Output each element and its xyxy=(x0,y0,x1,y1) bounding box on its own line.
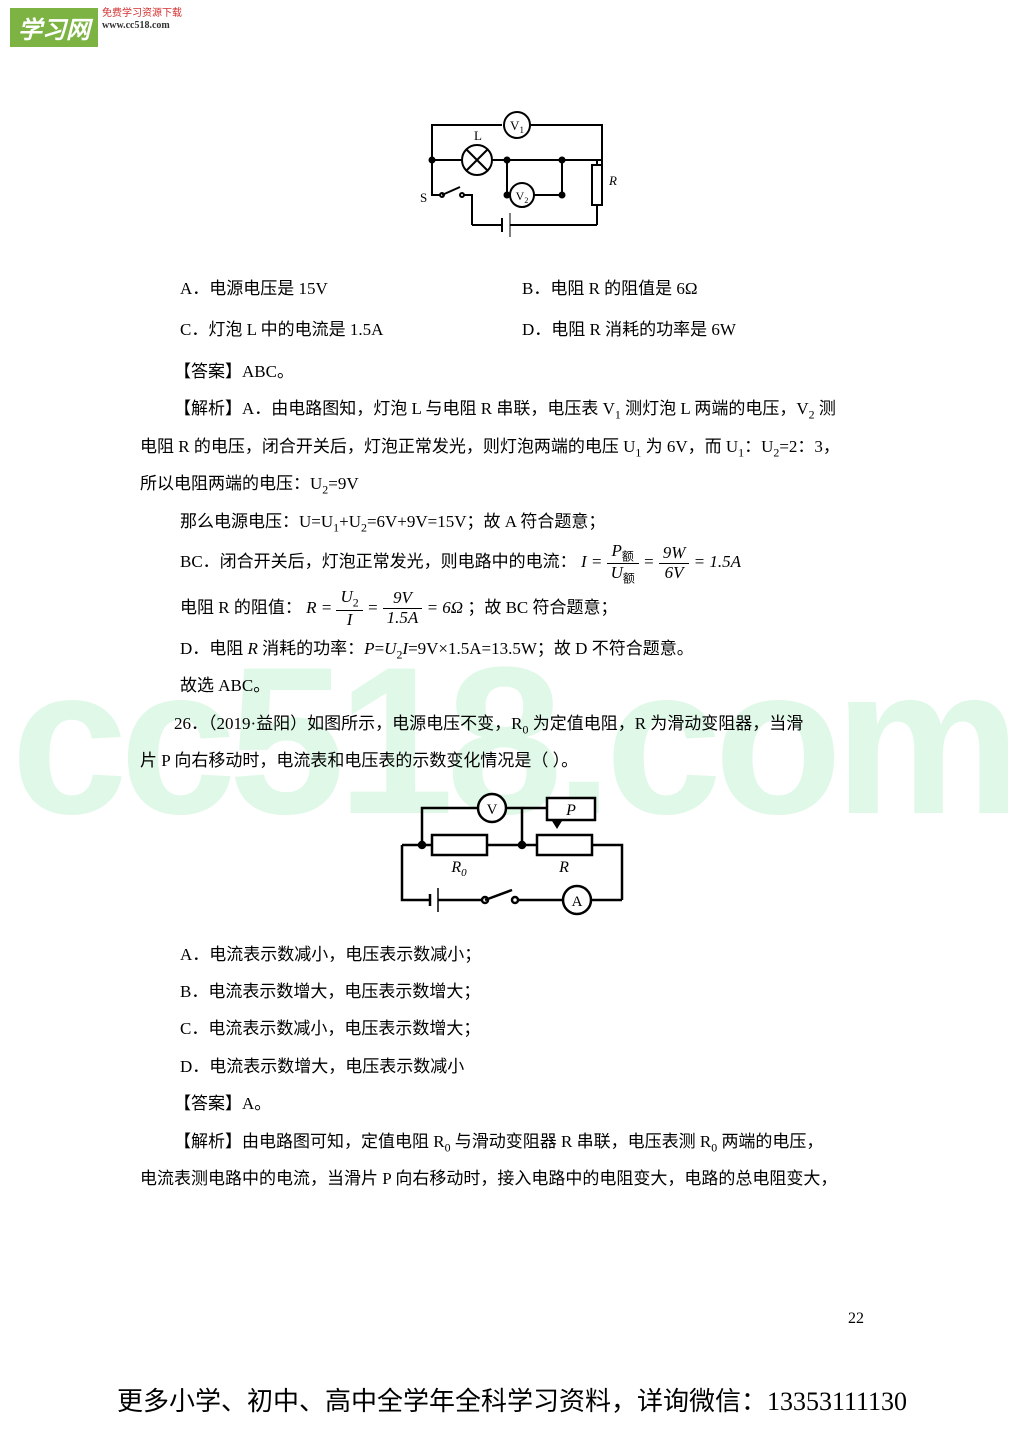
text: 6V xyxy=(659,564,690,583)
svg-text:L: L xyxy=(474,128,482,143)
q25-options-row1: A．电源电压是 15V B．电阻 R 的阻值是 6Ω xyxy=(180,270,884,307)
q25-option-d: D．电阻 R 消耗的功率是 6W xyxy=(522,311,736,348)
q25-explanation-2: 电阻 R 的电压，闭合开关后，灯泡正常发光，则灯泡两端的电压 U1 为 6V，而… xyxy=(140,428,884,466)
svg-text:P: P xyxy=(565,802,576,819)
page-number: 22 xyxy=(848,1310,864,1328)
text: = 1.5A xyxy=(694,552,741,571)
text: 电阻 R 的阻值： xyxy=(180,598,302,617)
q25-option-b: B．电阻 R 的阻值是 6Ω xyxy=(522,270,698,307)
text: 9W xyxy=(659,544,690,564)
q26-option-a: A．电流表示数减小，电压表示数减小； xyxy=(180,936,884,973)
q25-option-c: C．灯泡 L 中的电流是 1.5A xyxy=(180,311,522,348)
text: =2：3， xyxy=(779,437,840,456)
svg-text:R: R xyxy=(608,173,617,188)
text: ：U xyxy=(744,437,773,456)
site-logo: 学习网 免费学习资源下载 www.cc518.com xyxy=(10,8,182,47)
q25-option-a: A．电源电压是 15V xyxy=(180,270,522,307)
svg-text:S: S xyxy=(420,190,427,205)
q25-explanation-1: 【解析】A．由电路图知，灯泡 L 与电阻 R 串联，电压表 V1 测灯泡 L 两… xyxy=(140,390,884,428)
q26-stem-1: 26．（2019·益阳）如图所示，电源电压不变，R0 为定值电阻，R 为滑动变阻… xyxy=(140,705,884,743)
q26-option-d: D．电流表示数增大，电压表示数减小 xyxy=(180,1048,884,1085)
text: 【解析】A．由电路图知，灯泡 L 与电阻 R 串联，电压表 V xyxy=(174,399,615,418)
q26-option-c: C．电流表示数减小，电压表示数增大； xyxy=(180,1010,884,1047)
q25-explanation-r: 电阻 R 的阻值： R = U2I = 9V1.5A = 6Ω ；故 BC 符合… xyxy=(180,586,884,630)
q26-option-b: B．电流表示数增大，电压表示数增大； xyxy=(180,973,884,1010)
logo-tagline: 免费学习资源下载 xyxy=(102,8,182,20)
text: 1.5A xyxy=(383,609,423,628)
text: = 6Ω xyxy=(427,598,464,617)
page-content: V1 L V2 R S A．电源电压是 15V B．电阻 R 的阻值是 6Ω C… xyxy=(140,100,884,1198)
circuit-diagram-2: V P R0 R A xyxy=(382,790,642,920)
text: 那么电源电压：U=U xyxy=(180,512,333,531)
text: 9V xyxy=(383,589,423,609)
logo-main-text: 学习网 xyxy=(10,8,98,47)
text: =9V xyxy=(328,474,358,493)
text: 所以电阻两端的电压：U xyxy=(140,474,322,493)
text: 为 6V，而 U xyxy=(641,437,738,456)
text: I = xyxy=(581,552,602,571)
q26-answer: 【答案】A。 xyxy=(140,1085,884,1122)
text: 为定值电阻，R 为滑动变阻器，当滑 xyxy=(528,714,803,733)
q25-explanation-3: 所以电阻两端的电压：U2=9V xyxy=(140,465,884,503)
text: 与滑动变阻器 R 串联，电压表测 R xyxy=(451,1132,712,1151)
text: 【解析】由电路图可知，定值电阻 R xyxy=(174,1132,445,1151)
text: 测灯泡 L 两端的电压，V xyxy=(621,399,809,418)
svg-text:R: R xyxy=(558,859,569,876)
q25-explanation-d: D．电阻 R 消耗的功率：P=U2I=9V×1.5A=13.5W；故 D 不符合… xyxy=(180,630,884,668)
text: 26．（2019·益阳）如图所示，电源电压不变，R xyxy=(174,714,523,733)
q25-answer: 【答案】ABC。 xyxy=(140,353,884,390)
text: +U xyxy=(339,512,361,531)
q25-explanation-bc: BC．闭合开关后，灯泡正常发光，则电路中的电流： I = P额U额 = 9W6V… xyxy=(180,540,884,585)
text: 两端的电压， xyxy=(717,1132,823,1151)
text: ；故 BC 符合题意； xyxy=(467,598,617,617)
text: BC．闭合开关后，灯泡正常发光，则电路中的电流： xyxy=(180,552,577,571)
text: 电阻 R 的电压，闭合开关后，灯泡正常发光，则灯泡两端的电压 U xyxy=(140,437,635,456)
q26-stem-2: 片 P 向右移动时，电流表和电压表的示数变化情况是（ ）。 xyxy=(140,742,884,779)
svg-text:V: V xyxy=(487,802,498,818)
logo-url: www.cc518.com xyxy=(102,20,182,32)
svg-text:A: A xyxy=(572,894,583,910)
circuit-diagram-1: V1 L V2 R S xyxy=(402,110,622,250)
text: R = xyxy=(306,598,332,617)
footer-text: 更多小学、初中、高中全学年全科学习资料，详询微信：13353111130 xyxy=(0,1381,1024,1418)
text: 测 xyxy=(815,399,836,418)
text: =6V+9V=15V；故 A 符合题意； xyxy=(367,512,605,531)
svg-text:R0: R0 xyxy=(450,859,467,879)
q25-select: 故选 ABC。 xyxy=(180,667,884,704)
q26-explanation-1: 【解析】由电路图可知，定值电阻 R0 与滑动变阻器 R 串联，电压表测 R0 两… xyxy=(140,1123,884,1161)
q25-explanation-4: 那么电源电压：U=U1+U2=6V+9V=15V；故 A 符合题意； xyxy=(180,503,884,541)
q26-explanation-2: 电流表测电路中的电流，当滑片 P 向右移动时，接入电路中的电阻变大，电路的总电阻… xyxy=(140,1160,884,1197)
q25-options-row2: C．灯泡 L 中的电流是 1.5A D．电阻 R 消耗的功率是 6W xyxy=(180,311,884,348)
